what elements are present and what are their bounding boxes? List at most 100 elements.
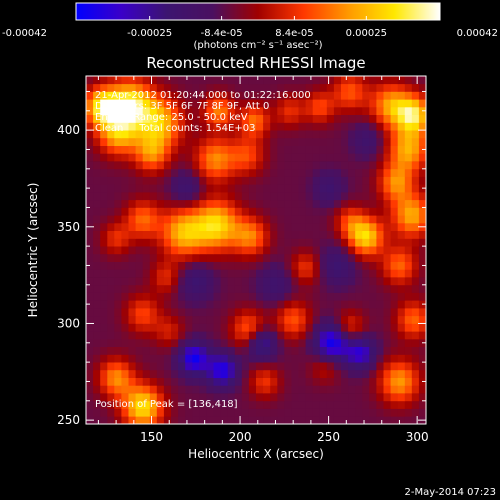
heatmap-cell: [100, 238, 108, 247]
heatmap-cell: [411, 192, 420, 201]
heatmap-cell: [93, 331, 101, 340]
heatmap-cell: [149, 369, 158, 378]
heatmap-cell: [121, 207, 129, 216]
heatmap-cell: [149, 130, 158, 139]
heatmap-cell: [163, 385, 172, 394]
heatmap-cell: [312, 207, 321, 216]
heatmap-cell: [171, 99, 179, 108]
heatmap-cell: [171, 184, 179, 193]
heatmap-cell: [121, 346, 129, 355]
heatmap-cell: [348, 269, 356, 278]
heatmap-cell: [312, 106, 321, 115]
heatmap-cell: [312, 300, 321, 309]
heatmap-cell: [234, 346, 243, 355]
heatmap-cell: [397, 161, 406, 170]
heatmap-cell: [163, 269, 172, 278]
heatmap-cell: [369, 192, 377, 201]
heatmap-cell: [326, 168, 335, 177]
heatmap-cell: [348, 184, 356, 193]
heatmap-cell: [333, 284, 342, 293]
heatmap-cell: [199, 184, 207, 193]
heatmap-cell: [376, 292, 384, 301]
heatmap-cell: [284, 416, 292, 424]
heatmap-cell: [142, 114, 151, 123]
heatmap-cell: [376, 323, 384, 332]
heatmap-cell: [348, 130, 356, 139]
heatmap-cell: [121, 137, 129, 146]
heatmap-cell: [418, 354, 426, 363]
heatmap-cell: [213, 323, 221, 332]
heatmap-cell: [163, 331, 172, 340]
heatmap-cell: [404, 400, 413, 409]
heatmap-cell: [248, 338, 257, 347]
heatmap-cell: [284, 184, 292, 193]
heatmap-cell: [355, 199, 363, 208]
heatmap-cell: [142, 184, 151, 193]
heatmap-cell: [312, 261, 321, 270]
heatmap-cell: [142, 130, 151, 139]
heatmap-cell: [326, 238, 335, 247]
heatmap-cell: [171, 130, 179, 139]
heatmap-cell: [206, 416, 214, 424]
heatmap-cell: [86, 323, 94, 332]
heatmap-cell: [199, 91, 207, 100]
heatmap-cell: [156, 161, 165, 170]
heatmap-cell: [135, 416, 144, 424]
heatmap-cell: [376, 153, 384, 162]
heatmap-cell: [277, 292, 285, 301]
heatmap-cell: [128, 284, 136, 293]
heatmap-cell: [333, 393, 342, 402]
heatmap-cell: [171, 292, 179, 301]
heatmap-cell: [256, 246, 264, 255]
heatmap-cell: [390, 300, 399, 309]
heatmap-cell: [270, 408, 278, 417]
heatmap-cell: [397, 246, 406, 255]
heatmap-cell: [383, 184, 391, 193]
heatmap-cell: [263, 161, 271, 170]
heatmap-cell: [298, 315, 306, 324]
heatmap-cell: [192, 168, 200, 177]
heatmap-cell: [178, 238, 186, 247]
heatmap-cell: [291, 346, 299, 355]
heatmap-cell: [305, 338, 314, 347]
heatmap-cell: [298, 161, 306, 170]
heatmap-cell: [341, 315, 349, 324]
heatmap-cell: [263, 122, 271, 131]
heatmap-cell: [93, 292, 101, 301]
heatmap-cell: [333, 385, 342, 394]
heatmap-cell: [213, 99, 221, 108]
heatmap-cell: [298, 99, 306, 108]
heatmap-cell: [234, 114, 243, 123]
heatmap-cell: [93, 354, 101, 363]
heatmap-cell: [227, 277, 236, 286]
heatmap-cell: [234, 246, 243, 255]
heatmap-cell: [376, 253, 384, 262]
heatmap-cell: [114, 284, 122, 293]
heatmap-cell: [93, 161, 101, 170]
heatmap-cell: [114, 369, 122, 378]
heatmap-cell: [171, 246, 179, 255]
heatmap-cell: [227, 99, 236, 108]
heatmap-cell: [312, 176, 321, 185]
heatmap-cell: [291, 161, 299, 170]
heatmap-cell: [312, 83, 321, 92]
heatmap-cell: [135, 261, 144, 270]
heatmap-cell: [291, 192, 299, 201]
heatmap-cell: [178, 338, 186, 347]
heatmap-cell: [390, 284, 399, 293]
heatmap-cell: [397, 354, 406, 363]
heatmap-cell: [192, 277, 200, 286]
heatmap-cell: [199, 246, 207, 255]
heatmap-cell: [263, 184, 271, 193]
heatmap-cell: [192, 362, 200, 371]
heatmap-cell: [270, 346, 278, 355]
heatmap-cell: [291, 83, 299, 92]
heatmap-cell: [178, 199, 186, 208]
heatmap-cell: [234, 207, 243, 216]
heatmap-cell: [171, 400, 179, 409]
heatmap-cell: [390, 377, 399, 386]
heatmap-cell: [355, 99, 363, 108]
heatmap-cell: [411, 230, 420, 239]
heatmap-cell: [256, 168, 264, 177]
